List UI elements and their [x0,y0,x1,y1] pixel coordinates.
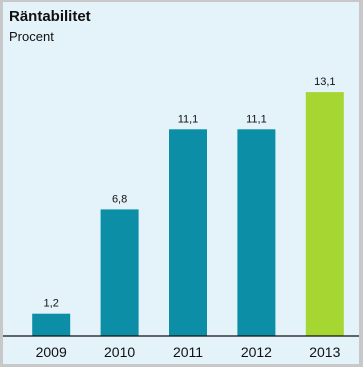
bar-2009 [32,313,71,336]
x-tick-label-2012: 2012 [241,344,272,360]
value-label-2012: 11,1 [246,113,267,125]
value-label-2010: 6,8 [112,193,127,205]
bar-2013 [305,92,344,336]
bar-2011 [169,129,207,336]
x-tick-label-2013: 2013 [309,344,340,360]
value-label-2011: 11,1 [178,113,199,125]
value-label-2013: 13,1 [314,76,335,88]
x-axis-ticks-group: 2009 2010 2011 2012 2013 [36,344,341,360]
value-label-2009: 1,2 [44,298,59,310]
bar-chart: Räntabilitet Procent 1,26,811,1 11,113,1 … [3,8,359,360]
bar-2010 [100,209,139,336]
chart-subtitle: Procent [9,29,54,44]
value-labels-group: 1,2 6,8 11,1 11,1 13,1 [44,76,336,310]
x-tick-label-2010: 2010 [104,344,135,360]
x-tick-label-2011: 2011 [173,344,203,360]
x-tick-label-2009: 2009 [36,344,67,360]
bars-group [32,92,344,336]
chart-title: Räntabilitet [9,8,91,25]
bar-2012 [237,129,276,336]
chart-panel: Räntabilitet Procent 1,2 6,8 11,1 11,1 13,1 … [3,2,359,364]
